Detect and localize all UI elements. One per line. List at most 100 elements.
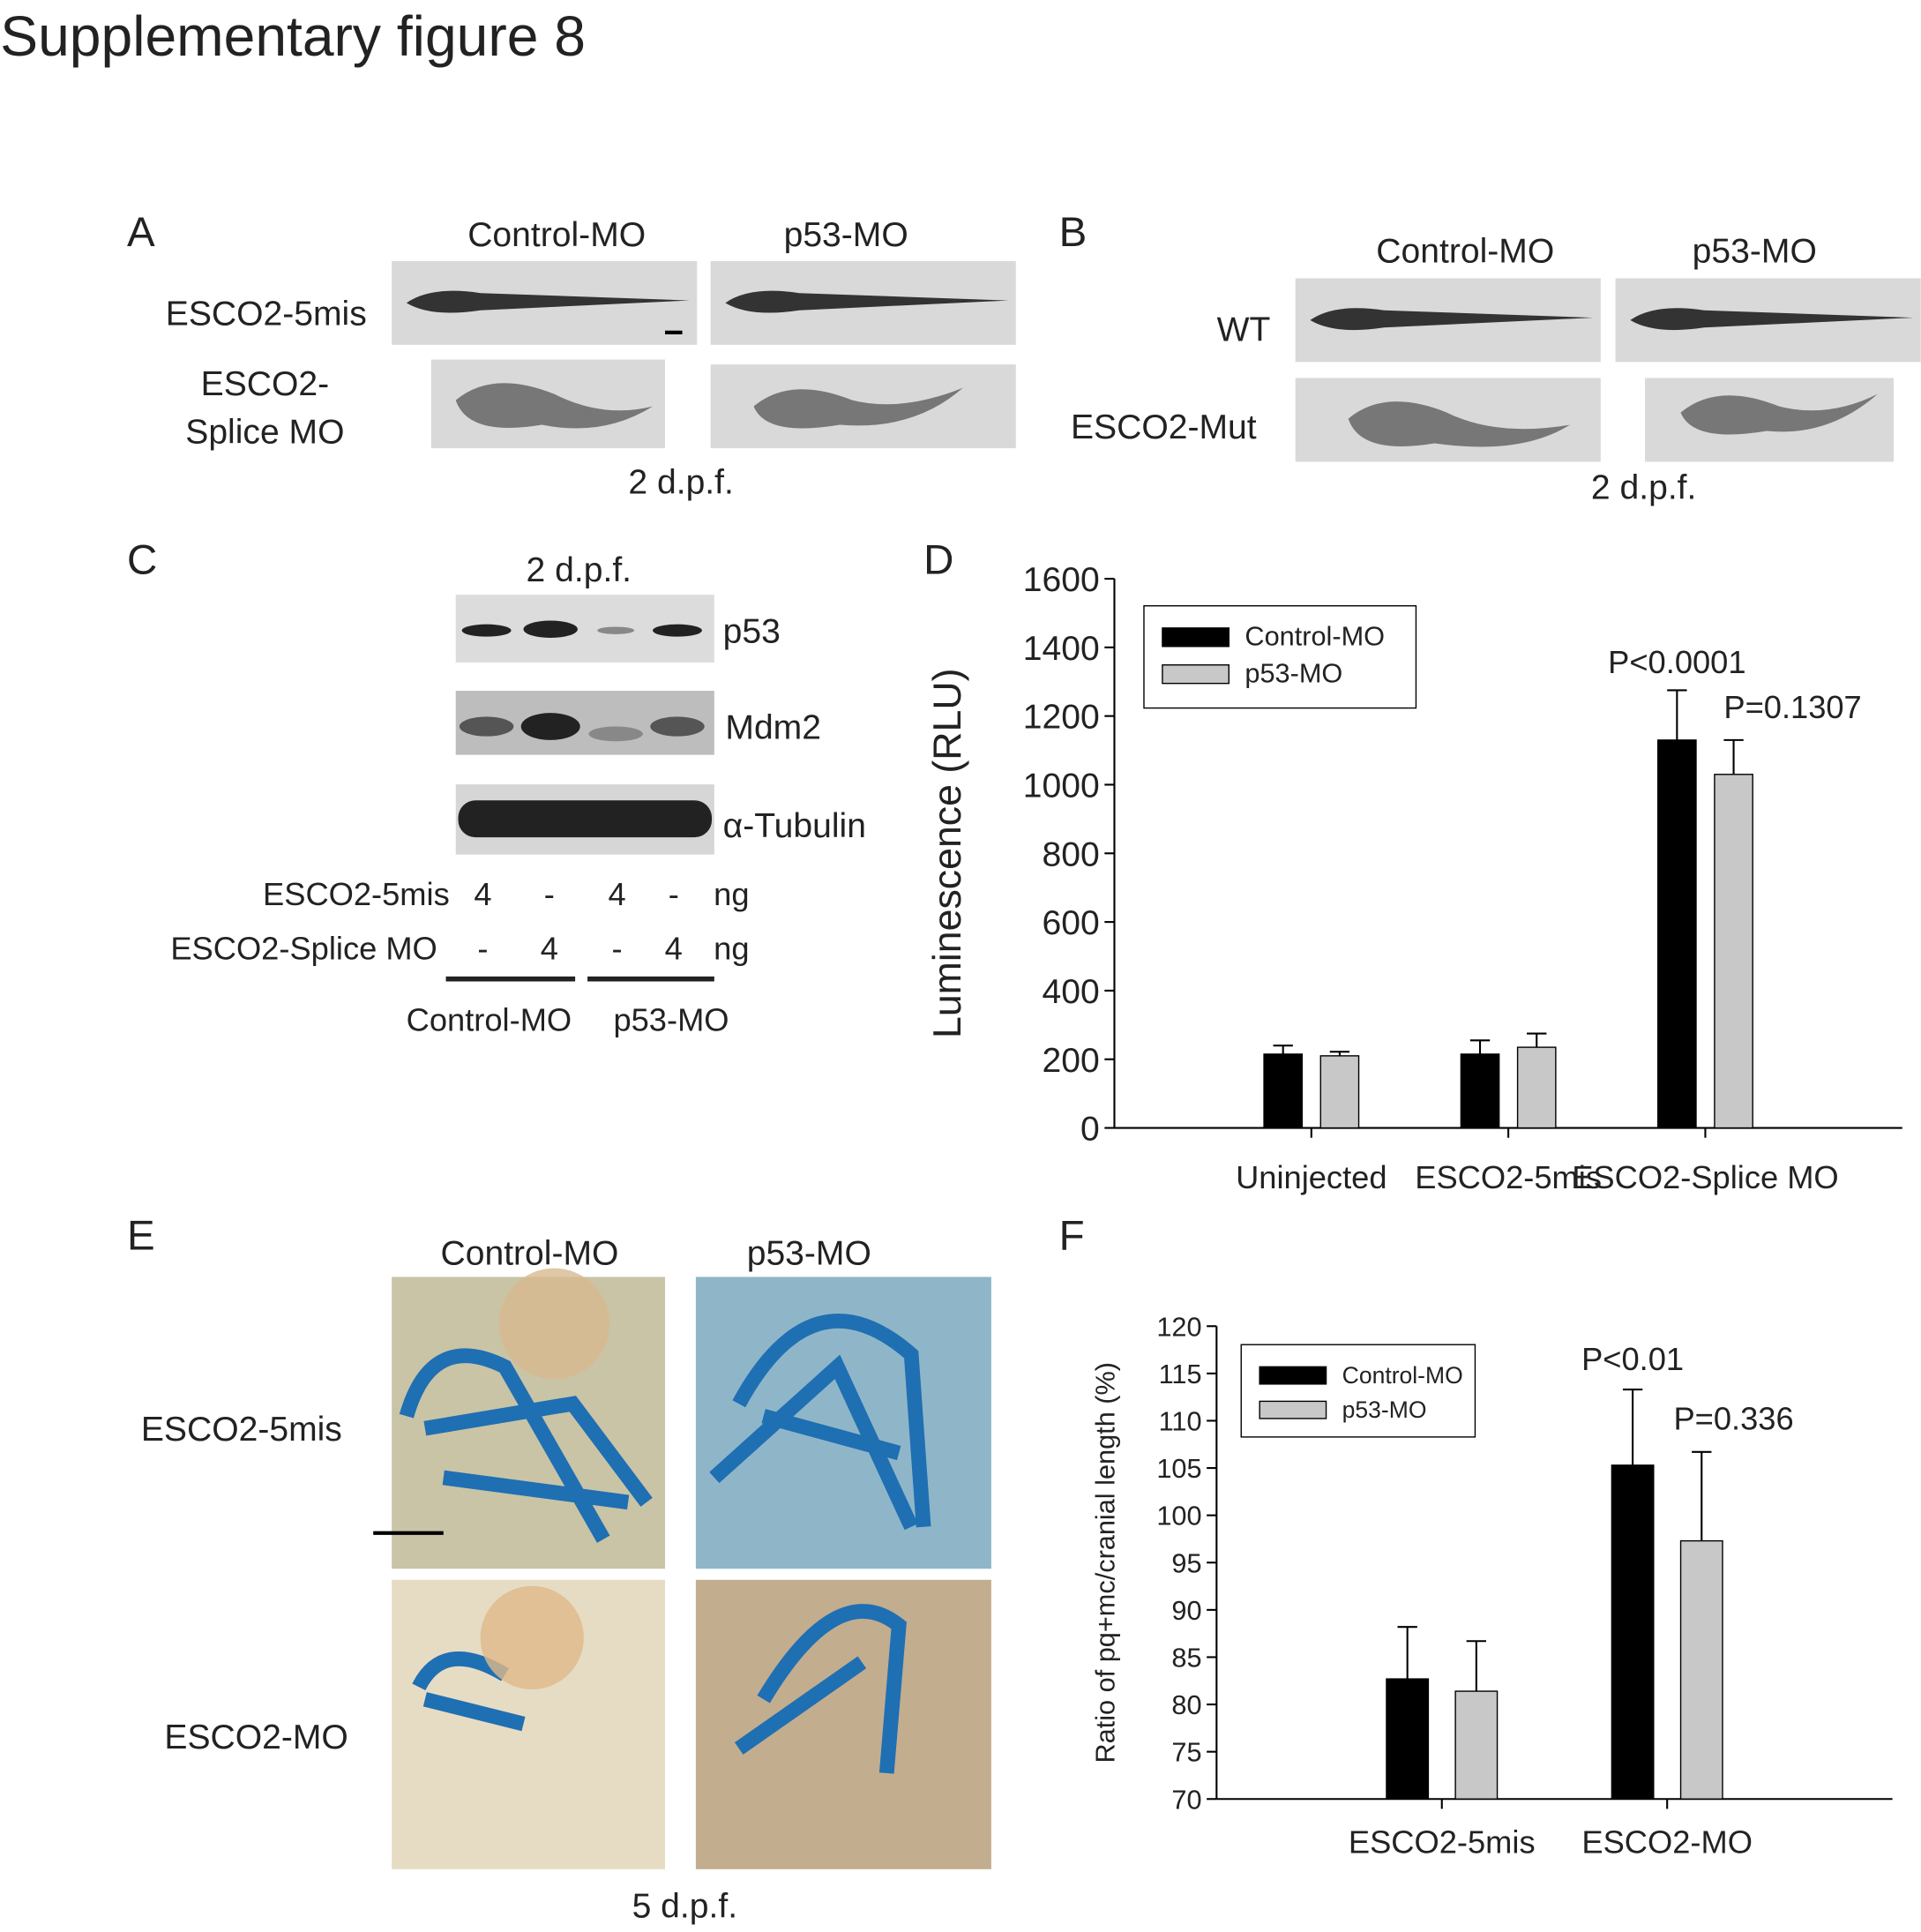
panel-letter: C — [127, 536, 157, 583]
cartilage — [399, 1314, 931, 1774]
group-label: p53-MO — [613, 1001, 729, 1037]
x-tick-label: ESCO2-MO — [1581, 1824, 1753, 1861]
fish — [1680, 393, 1878, 435]
cartilage — [709, 1314, 931, 1531]
figure-title: Supplementary figure 8 — [0, 4, 586, 68]
y-tick-label: 75 — [1171, 1737, 1201, 1768]
panel-letter: D — [923, 536, 953, 583]
band-label: α-Tubulin — [723, 807, 866, 845]
fish — [1630, 308, 1914, 331]
bar — [1714, 774, 1753, 1129]
fish — [1310, 308, 1594, 331]
y-tick-label: 0 — [1080, 1111, 1100, 1149]
legend-box — [1240, 1344, 1476, 1438]
y-axis-label: Ratio of pq+mc/cranial length (%) — [1089, 1362, 1120, 1764]
bar — [1263, 1053, 1304, 1129]
bar — [1516, 1046, 1557, 1129]
panel-letter: E — [127, 1213, 155, 1260]
panel-letter: A — [127, 209, 155, 256]
x-tick-label: ESCO2-5mis — [1349, 1824, 1536, 1861]
caption: 2 d.p.f. — [527, 551, 632, 589]
y-tick-label: 70 — [1171, 1784, 1201, 1815]
y-tick-label: 85 — [1171, 1643, 1201, 1674]
y-tick-label: 105 — [1156, 1453, 1201, 1484]
panel-letter: F — [1059, 1213, 1085, 1260]
eye — [480, 1585, 584, 1690]
bar — [1611, 1464, 1655, 1800]
dose-cell: - — [477, 930, 488, 966]
band — [461, 624, 512, 637]
y-tick-label: 1200 — [1023, 699, 1100, 737]
caption: 5 d.p.f. — [632, 1887, 737, 1925]
band — [597, 626, 635, 634]
bar — [1657, 739, 1697, 1129]
column-label: p53-MO — [747, 1234, 871, 1272]
band-label: Mdm2 — [725, 708, 821, 746]
band — [653, 624, 702, 637]
bar — [1319, 1055, 1360, 1129]
cartilage — [399, 1348, 653, 1543]
column-label: p53-MO — [1693, 232, 1817, 270]
row-label: ESCO2- — [201, 365, 330, 403]
dose-cell: - — [669, 876, 679, 912]
row-label: Splice MO — [185, 413, 344, 451]
dose-cell: ng — [714, 930, 749, 966]
dose-table: 4-4- ng- 4-4 ng — [474, 876, 749, 966]
panel-letter: B — [1059, 209, 1088, 256]
band — [458, 800, 713, 838]
y-tick-label: 200 — [1043, 1042, 1100, 1080]
legend-swatch — [1259, 1366, 1327, 1385]
x-tick-label: ESCO2-Splice MO — [1572, 1159, 1838, 1195]
row-label: ESCO2-5mis — [166, 295, 367, 333]
legend-box — [1143, 605, 1417, 709]
column-label: p53-MO — [784, 216, 908, 254]
y-tick-label: 80 — [1171, 1689, 1201, 1720]
column-label: Control-MO — [1376, 232, 1554, 270]
y-tick-label: 600 — [1043, 904, 1100, 942]
annotation: P=0.1307 — [1723, 689, 1861, 725]
y-tick-label: 1600 — [1023, 561, 1100, 599]
group-label: Control-MO — [407, 1001, 572, 1037]
cartilage — [734, 1604, 907, 1774]
y-tick-label: 90 — [1171, 1595, 1201, 1626]
dose-cell: 4 — [608, 876, 625, 912]
dose-cell: - — [544, 876, 555, 912]
dose-cell: 4 — [665, 930, 683, 966]
dose-cell: ng — [714, 876, 749, 912]
band — [459, 716, 514, 737]
legend-label: p53-MO — [1342, 1397, 1427, 1423]
legend-swatch — [1162, 664, 1230, 685]
row-label: ESCO2-5mis — [141, 1411, 342, 1449]
bar — [1454, 1690, 1499, 1800]
fish — [725, 290, 1009, 313]
caption: 2 d.p.f. — [1591, 468, 1697, 506]
bar — [1679, 1539, 1723, 1800]
column-label: Control-MO — [441, 1234, 619, 1272]
eye — [498, 1268, 610, 1380]
y-tick-label: 120 — [1156, 1311, 1201, 1342]
x-tick-label: Uninjected — [1236, 1159, 1387, 1195]
photo — [695, 1579, 991, 1869]
row-label: ESCO2-Splice MO — [170, 930, 437, 966]
y-axis-label: Luminescence (RLU) — [926, 669, 969, 1038]
y-tick-label: 1000 — [1023, 768, 1100, 805]
blot-bands — [458, 620, 713, 838]
band-label: p53 — [723, 613, 781, 651]
row-label: ESCO2-5mis — [263, 876, 450, 912]
row-label: ESCO2-Mut — [1071, 408, 1257, 446]
legend-label: Control-MO — [1245, 621, 1385, 652]
y-tick-label: 100 — [1156, 1501, 1201, 1531]
annotation: P<0.01 — [1581, 1341, 1684, 1377]
annotation: P=0.336 — [1673, 1401, 1793, 1437]
caption: 2 d.p.f. — [628, 464, 734, 502]
band — [650, 716, 705, 737]
annotation: P<0.0001 — [1608, 644, 1745, 680]
legend-label: p53-MO — [1245, 658, 1342, 689]
legend-swatch — [1162, 627, 1230, 648]
y-tick-label: 115 — [1159, 1359, 1202, 1389]
legend-swatch — [1259, 1400, 1327, 1419]
fish — [455, 383, 654, 429]
band — [588, 726, 643, 742]
y-tick-label: 1400 — [1023, 630, 1100, 668]
